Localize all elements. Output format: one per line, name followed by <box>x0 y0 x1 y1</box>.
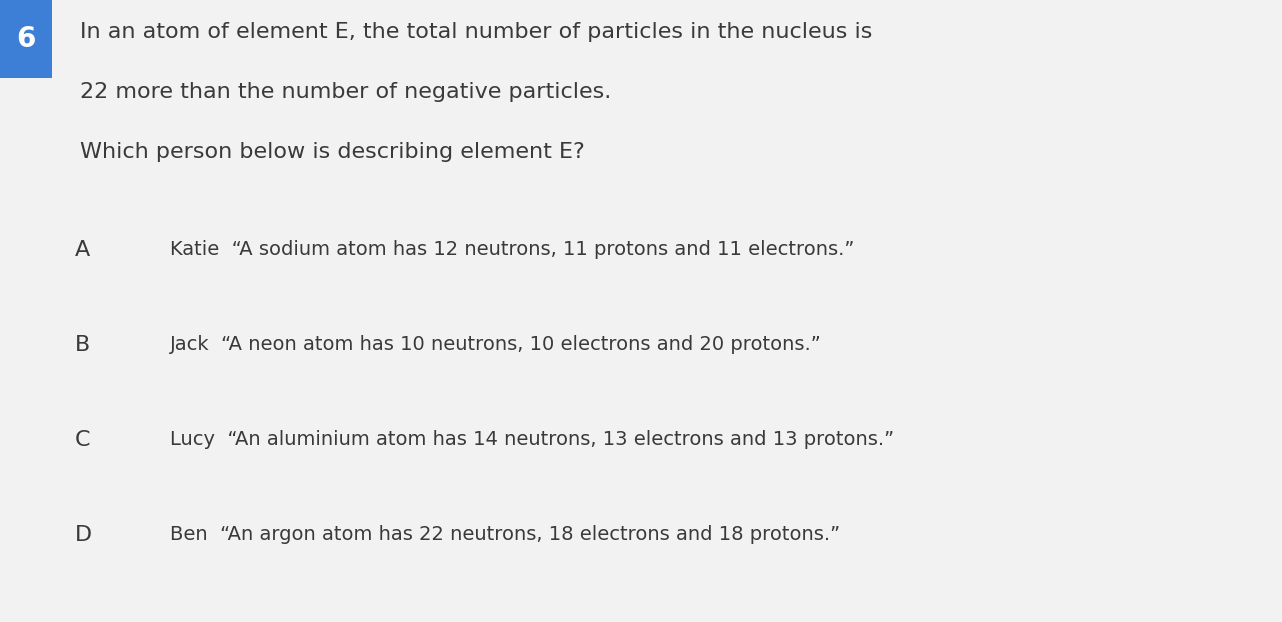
Text: 6: 6 <box>17 25 36 53</box>
Bar <box>0 0 53 78</box>
Text: C: C <box>76 430 91 450</box>
Text: In an atom of element E, the total number of particles in the nucleus is: In an atom of element E, the total numbe… <box>79 22 872 42</box>
Text: Katie  “A sodium atom has 12 neutrons, 11 protons and 11 electrons.”: Katie “A sodium atom has 12 neutrons, 11… <box>171 240 854 259</box>
Text: Jack  “A neon atom has 10 neutrons, 10 electrons and 20 protons.”: Jack “A neon atom has 10 neutrons, 10 el… <box>171 335 822 354</box>
Text: A: A <box>76 240 90 260</box>
Text: Ben  “An argon atom has 22 neutrons, 18 electrons and 18 protons.”: Ben “An argon atom has 22 neutrons, 18 e… <box>171 525 840 544</box>
Text: D: D <box>76 525 92 545</box>
Text: B: B <box>76 335 90 355</box>
Text: Which person below is describing element E?: Which person below is describing element… <box>79 142 585 162</box>
Text: 22 more than the number of negative particles.: 22 more than the number of negative part… <box>79 82 612 102</box>
Text: Lucy  “An aluminium atom has 14 neutrons, 13 electrons and 13 protons.”: Lucy “An aluminium atom has 14 neutrons,… <box>171 430 894 449</box>
